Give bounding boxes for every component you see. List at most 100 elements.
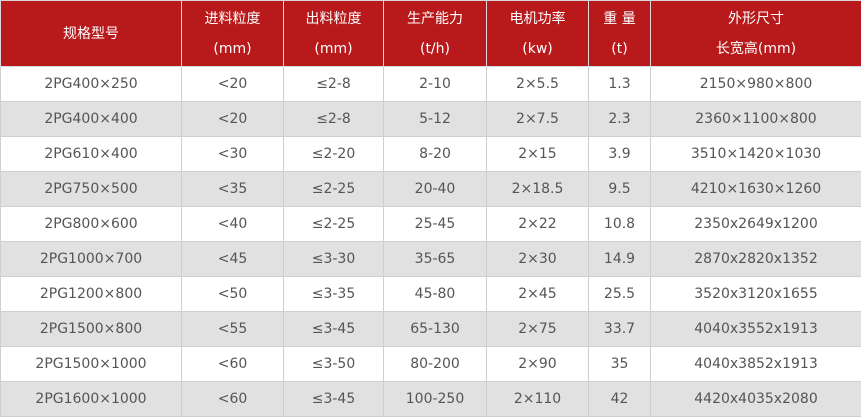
table-cell: ≤2-20 xyxy=(284,137,384,172)
table-cell: ≤3-45 xyxy=(284,382,384,417)
column-header-text: (t/h) xyxy=(384,34,486,64)
table-cell: 2×15 xyxy=(487,137,589,172)
table-cell: ≤3-30 xyxy=(284,242,384,277)
table-cell: 4040x3552x1913 xyxy=(651,312,861,347)
column-header: 重 量(t) xyxy=(589,1,651,67)
column-header-text: 外形尺寸 xyxy=(651,4,861,34)
table-cell: ≤3-50 xyxy=(284,347,384,382)
table-cell: 2×7.5 xyxy=(487,102,589,137)
table-cell: ≤2-25 xyxy=(284,172,384,207)
table-cell: 2870x2820x1352 xyxy=(651,242,861,277)
table-cell: 1.3 xyxy=(589,67,651,102)
column-header-text: 出料粒度 xyxy=(284,4,383,34)
table-cell: <45 xyxy=(182,242,284,277)
table-cell: 9.5 xyxy=(589,172,651,207)
table-cell: 2360×1100×800 xyxy=(651,102,861,137)
table-cell: 20-40 xyxy=(384,172,487,207)
column-header: 出料粒度(mm) xyxy=(284,1,384,67)
table-cell: <35 xyxy=(182,172,284,207)
column-header-text: 生产能力 xyxy=(384,4,486,34)
table-cell: <60 xyxy=(182,382,284,417)
table-cell: 80-200 xyxy=(384,347,487,382)
column-header-text: 规格型号 xyxy=(1,19,181,49)
column-header-text: 电机功率 xyxy=(487,4,588,34)
table-cell: 2PG800×600 xyxy=(1,207,182,242)
table-cell: 2×22 xyxy=(487,207,589,242)
table-cell: 100-250 xyxy=(384,382,487,417)
table-cell: 5-12 xyxy=(384,102,487,137)
table-cell: 2×5.5 xyxy=(487,67,589,102)
table-cell: 2×45 xyxy=(487,277,589,312)
table-cell: ≤3-35 xyxy=(284,277,384,312)
table-cell: 2.3 xyxy=(589,102,651,137)
table-cell: 2PG750×500 xyxy=(1,172,182,207)
column-header-text: (t) xyxy=(589,34,650,64)
column-header-text: (mm) xyxy=(182,34,283,64)
column-header-text: 长宽高(mm) xyxy=(651,34,861,64)
column-header-text: (mm) xyxy=(284,34,383,64)
table-cell: 35 xyxy=(589,347,651,382)
table-cell: 42 xyxy=(589,382,651,417)
table-cell: 2×110 xyxy=(487,382,589,417)
table-cell: 8-20 xyxy=(384,137,487,172)
table-cell: 3.9 xyxy=(589,137,651,172)
table-cell: 35-65 xyxy=(384,242,487,277)
table-cell: 2×90 xyxy=(487,347,589,382)
table-cell: <20 xyxy=(182,102,284,137)
table-cell: ≤2-8 xyxy=(284,102,384,137)
column-header: 电机功率(kw) xyxy=(487,1,589,67)
table-cell: 2×30 xyxy=(487,242,589,277)
column-header: 生产能力(t/h) xyxy=(384,1,487,67)
column-header-text: (kw) xyxy=(487,34,588,64)
table-cell: <40 xyxy=(182,207,284,242)
column-header-text: 重 量 xyxy=(589,4,650,34)
table-cell: 2PG400×250 xyxy=(1,67,182,102)
table-cell: 3510×1420×1030 xyxy=(651,137,861,172)
column-header-text: 进料粒度 xyxy=(182,4,283,34)
table-cell: <60 xyxy=(182,347,284,382)
table-cell: 45-80 xyxy=(384,277,487,312)
table-cell: 2PG1600×1000 xyxy=(1,382,182,417)
header-row: 规格型号进料粒度(mm)出料粒度(mm)生产能力(t/h)电机功率(kw)重 量… xyxy=(1,1,861,67)
table-cell: 2150×980×800 xyxy=(651,67,861,102)
table-cell: 2350x2649x1200 xyxy=(651,207,861,242)
table-cell: 2×75 xyxy=(487,312,589,347)
table-cell: 2PG610×400 xyxy=(1,137,182,172)
table-cell: ≤2-25 xyxy=(284,207,384,242)
table-cell: <50 xyxy=(182,277,284,312)
table-cell: 2-10 xyxy=(384,67,487,102)
table-cell: 25-45 xyxy=(384,207,487,242)
table-cell: ≤3-45 xyxy=(284,312,384,347)
table-cell: 3520x3120x1655 xyxy=(651,277,861,312)
table-cell: 25.5 xyxy=(589,277,651,312)
table-cell: ≤2-8 xyxy=(284,67,384,102)
table-cell: 4040x3852x1913 xyxy=(651,347,861,382)
table-cell: 4420x4035x2080 xyxy=(651,382,861,417)
table-cell: 2PG1500×1000 xyxy=(1,347,182,382)
table-cell: 2PG1000×700 xyxy=(1,242,182,277)
table-cell: <55 xyxy=(182,312,284,347)
table-cell: <20 xyxy=(182,67,284,102)
table-cell: 2PG1200×800 xyxy=(1,277,182,312)
table-cell: 2PG1500×800 xyxy=(1,312,182,347)
table-cell: 65-130 xyxy=(384,312,487,347)
table-cell: <30 xyxy=(182,137,284,172)
table-cell: 2×18.5 xyxy=(487,172,589,207)
table-cell: 4210×1630×1260 xyxy=(651,172,861,207)
column-header: 进料粒度(mm) xyxy=(182,1,284,67)
table-cell: 2PG400×400 xyxy=(1,102,182,137)
table-cell: 14.9 xyxy=(589,242,651,277)
column-header: 外形尺寸长宽高(mm) xyxy=(651,1,861,67)
column-header: 规格型号 xyxy=(1,1,182,67)
